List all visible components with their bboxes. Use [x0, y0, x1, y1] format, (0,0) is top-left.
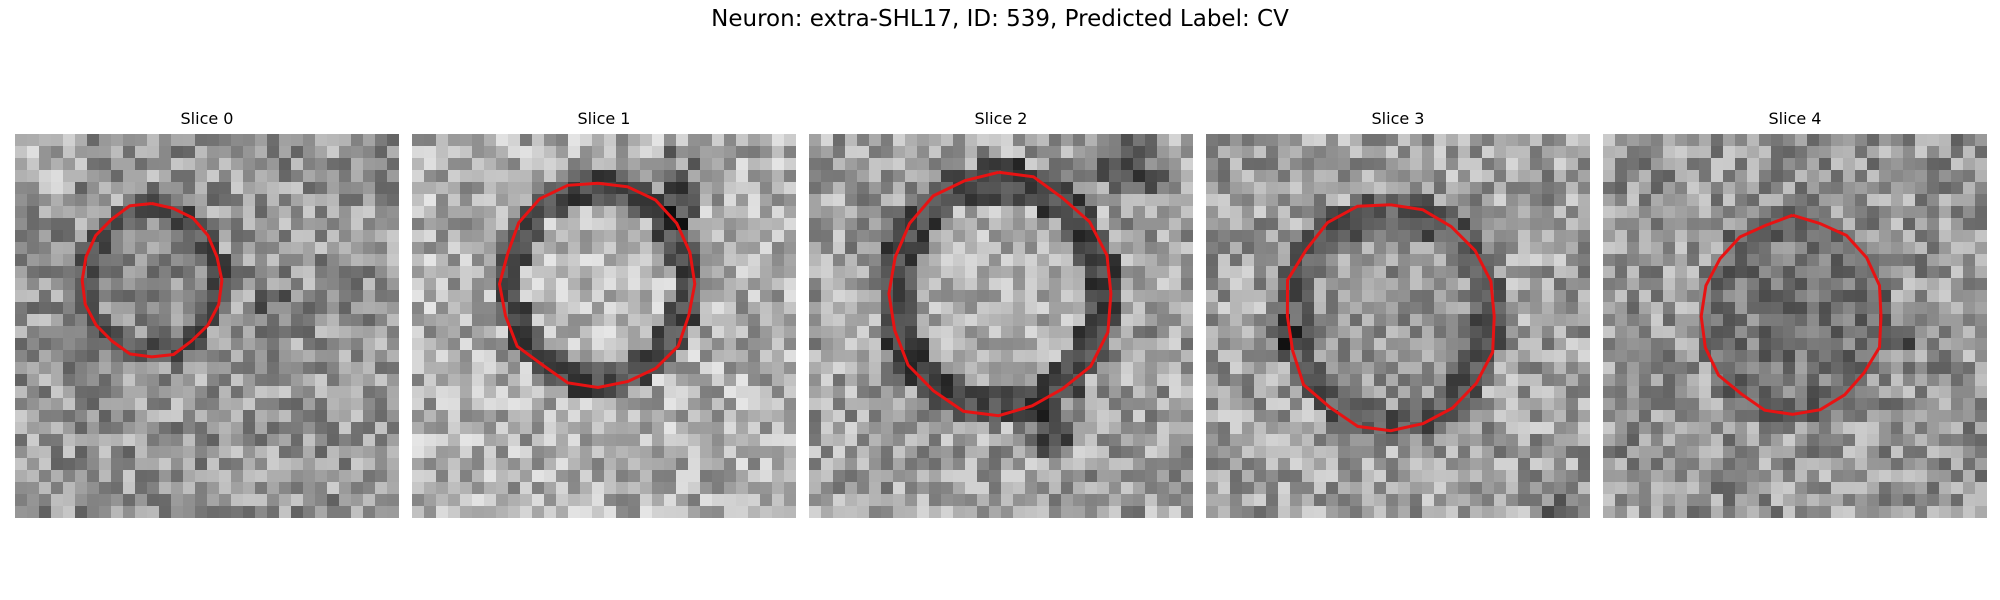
segmentation-contour: [1699, 213, 1883, 416]
slice-title-1: Slice 1: [577, 109, 631, 128]
figure-title: Neuron: extra-SHL17, ID: 539, Predicted …: [711, 6, 1289, 32]
slice-panel-4: Slice 4: [1603, 108, 1987, 518]
slice-image-0: [15, 134, 399, 518]
slice-panel-2: Slice 2: [809, 108, 1193, 518]
slice-panel-3: Slice 3: [1206, 108, 1590, 518]
segmentation-contour: [1285, 203, 1496, 433]
segmentation-contour: [497, 181, 697, 390]
slice-image-2: [809, 134, 1193, 518]
segmentation-contour: [80, 202, 224, 359]
slice-panel-1: Slice 1: [412, 108, 796, 518]
slice-title-3: Slice 3: [1371, 109, 1425, 128]
slice-image-3: [1206, 134, 1590, 518]
slice-title-0: Slice 0: [180, 109, 234, 128]
slice-image-1: [412, 134, 796, 518]
slice-panel-0: Slice 0: [15, 108, 399, 518]
slice-title-2: Slice 2: [974, 109, 1028, 128]
slice-title-4: Slice 4: [1768, 109, 1822, 128]
slice-image-4: [1603, 134, 1987, 518]
segmentation-contour: [887, 170, 1113, 418]
